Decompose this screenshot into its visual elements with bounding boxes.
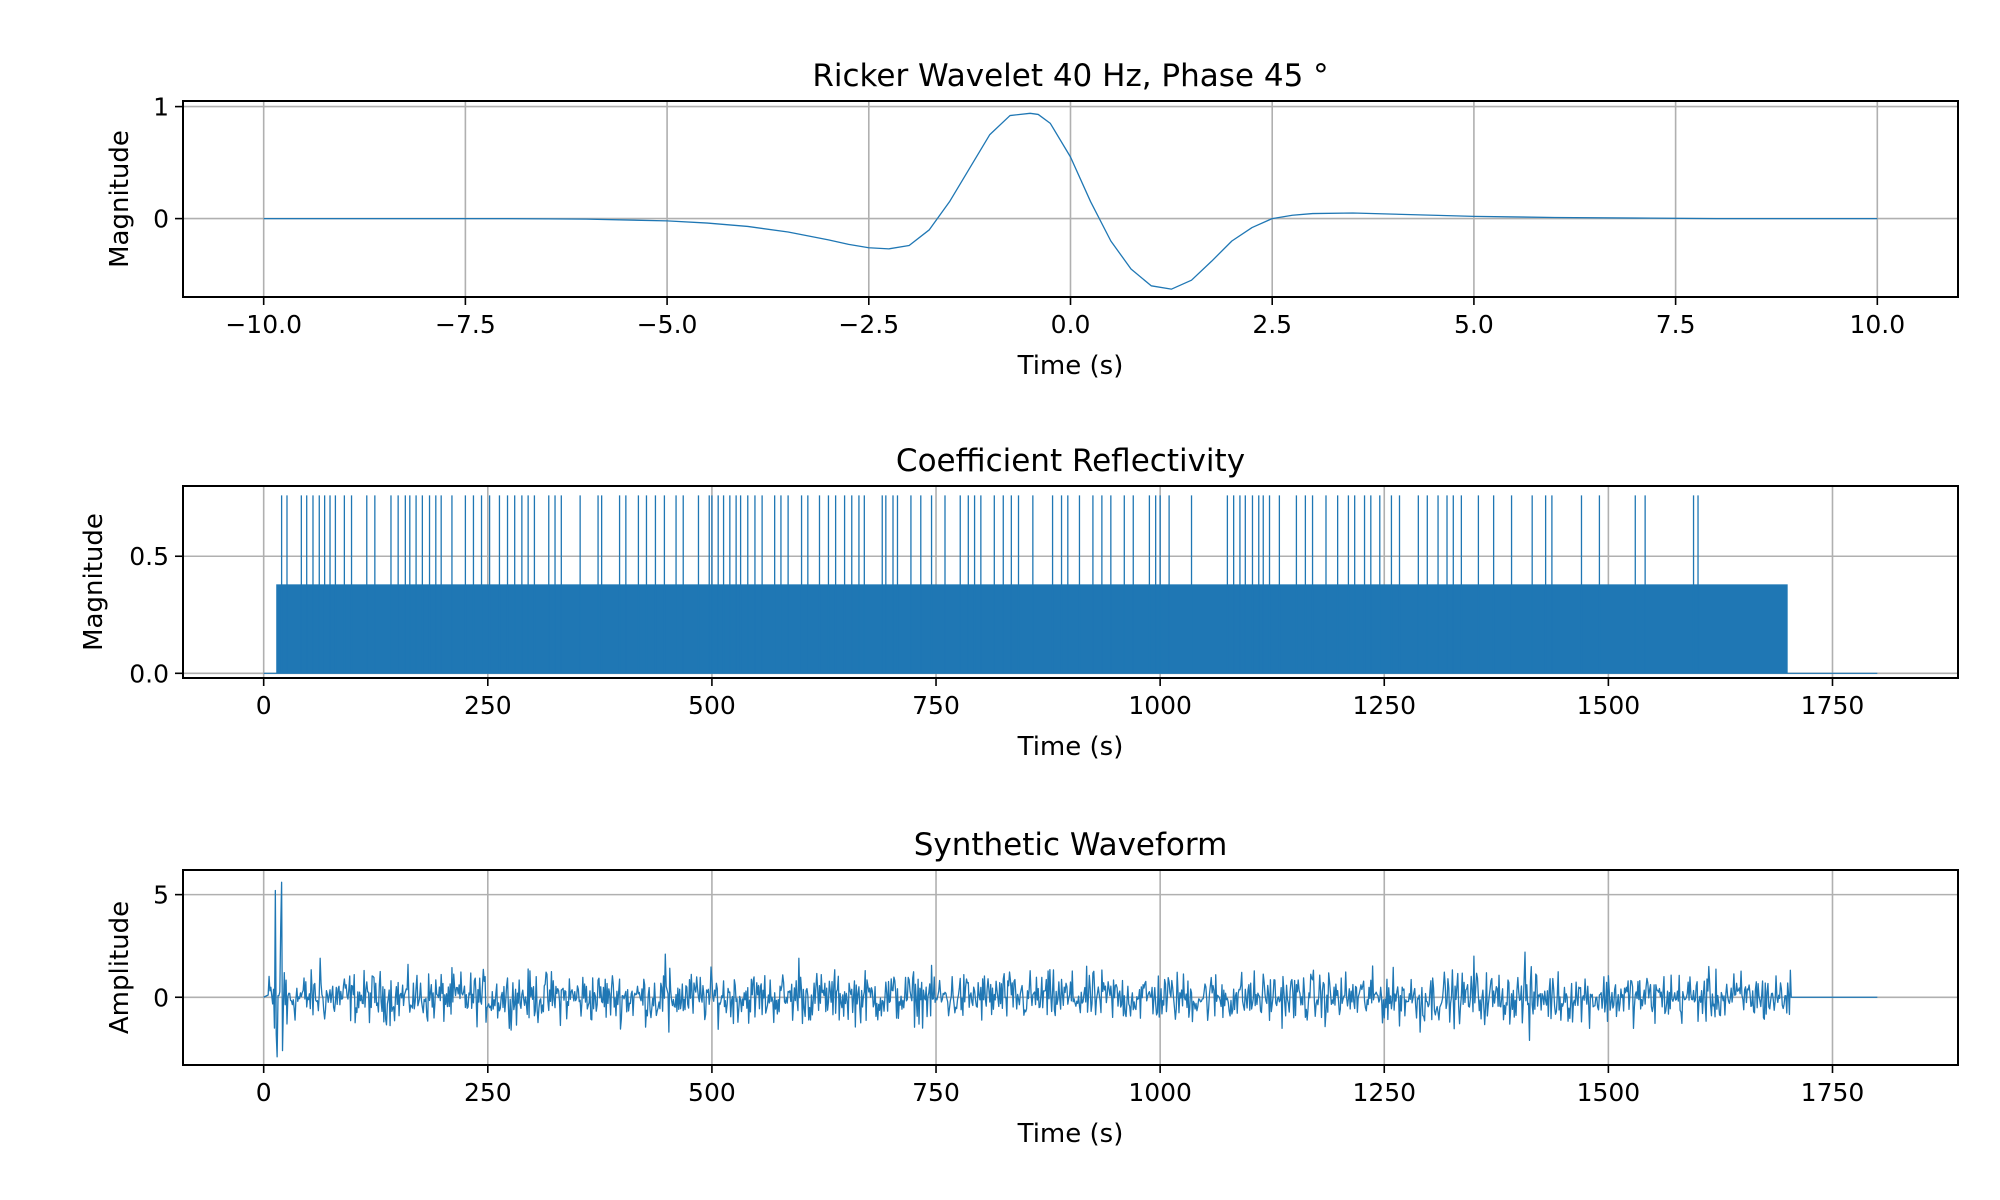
x-tick-label: 10.0	[1849, 310, 1905, 339]
x-tick-label: 1000	[1128, 1078, 1192, 1107]
y-tick-label: 0.5	[129, 542, 169, 571]
x-tick-label: 750	[912, 1078, 960, 1107]
x-axis-label: Time (s)	[1017, 732, 1124, 762]
x-tick-label: −7.5	[435, 310, 496, 339]
y-tick-label: 5	[153, 881, 169, 910]
y-tick-label: 0	[153, 983, 169, 1012]
x-tick-label: 5.0	[1454, 310, 1494, 339]
x-tick-label: 1750	[1801, 691, 1865, 720]
x-tick-label: 250	[464, 691, 512, 720]
x-tick-label: 1250	[1352, 691, 1416, 720]
axes-frame	[182, 485, 1959, 679]
waveform-line	[263, 881, 1878, 1058]
x-tick-label: 2.5	[1252, 310, 1292, 339]
y-axis-label: Magnitude	[105, 130, 135, 268]
x-tick-label: 0	[256, 691, 272, 720]
y-tick-label: 0.0	[129, 659, 169, 688]
y-tick-label: 0	[153, 205, 169, 234]
y-axis-label: Magnitude	[79, 513, 109, 651]
wavelet-line	[263, 112, 1878, 290]
x-tick-label: 750	[912, 691, 960, 720]
series-group	[263, 112, 1878, 290]
chart-title: Coefficient Reflectivity	[896, 443, 1245, 479]
series-group	[263, 881, 1878, 1058]
subplot-1: −10.0 −7.5 −5.0 −2.5 0.0 2.5 5.0 7.5 10.0 0 1 Ricke…	[105, 58, 1959, 381]
subplot-3: 0 250 500 750 1000 1250 1500 1750 0 5 Synthetic Wa…	[105, 827, 1959, 1149]
chart-title: Ricker Wavelet 40 Hz, Phase 45 °	[812, 58, 1328, 94]
x-axis-label: Time (s)	[1017, 1119, 1124, 1149]
x-tick-label: −5.0	[637, 310, 698, 339]
x-tick-label: 0.0	[1051, 310, 1091, 339]
x-tick-label: −2.5	[838, 310, 899, 339]
x-tick-label: 0	[256, 1078, 272, 1107]
x-tick-label: 500	[688, 1078, 736, 1107]
x-tick-label: 7.5	[1656, 310, 1696, 339]
chart-title: Synthetic Waveform	[914, 827, 1228, 863]
subplot-2: 0 250 500 750 1000 1250 1500 1750 0.0 0.5 Coeffici…	[79, 443, 1959, 762]
y-tick-label: 1	[153, 93, 169, 122]
reflectivity-dense-band	[276, 584, 1788, 674]
x-tick-label: 1500	[1577, 691, 1641, 720]
x-tick-label: 1750	[1801, 1078, 1865, 1107]
x-tick-label: 1250	[1352, 1078, 1416, 1107]
series-group	[263, 495, 1878, 674]
x-tick-label: 1500	[1577, 1078, 1641, 1107]
x-tick-label: 250	[464, 1078, 512, 1107]
x-axis-label: Time (s)	[1017, 351, 1124, 381]
axes-frame	[182, 869, 1959, 1066]
x-tick-label: −10.0	[225, 310, 302, 339]
x-tick-label: 1000	[1128, 691, 1192, 720]
x-tick-label: 500	[688, 691, 736, 720]
y-axis-label: Amplitude	[105, 901, 135, 1034]
